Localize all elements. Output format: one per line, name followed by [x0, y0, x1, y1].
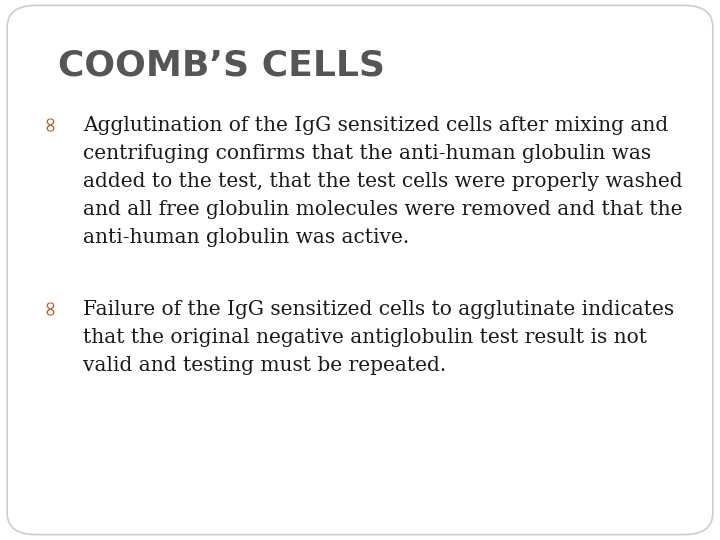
Text: centrifuging confirms that the anti-human globulin was: centrifuging confirms that the anti-huma… [83, 144, 651, 163]
Text: Failure of the IgG sensitized cells to agglutinate indicates: Failure of the IgG sensitized cells to a… [83, 300, 674, 319]
Text: and all free globulin molecules were removed and that the: and all free globulin molecules were rem… [83, 200, 683, 219]
Text: added to the test, that the test cells were properly washed: added to the test, that the test cells w… [83, 172, 683, 191]
Text: that the original negative antiglobulin test result is not: that the original negative antiglobulin … [83, 328, 647, 347]
Text: valid and testing must be repeated.: valid and testing must be repeated. [83, 356, 446, 375]
Text: Agglutination of the IgG sensitized cells after mixing and: Agglutination of the IgG sensitized cell… [83, 116, 668, 135]
FancyBboxPatch shape [7, 5, 713, 535]
Text: COOMB’S CELLS: COOMB’S CELLS [58, 49, 384, 83]
Text: anti-human globulin was active.: anti-human globulin was active. [83, 228, 409, 247]
Text: ∞: ∞ [40, 297, 60, 315]
Text: ∞: ∞ [40, 113, 60, 131]
